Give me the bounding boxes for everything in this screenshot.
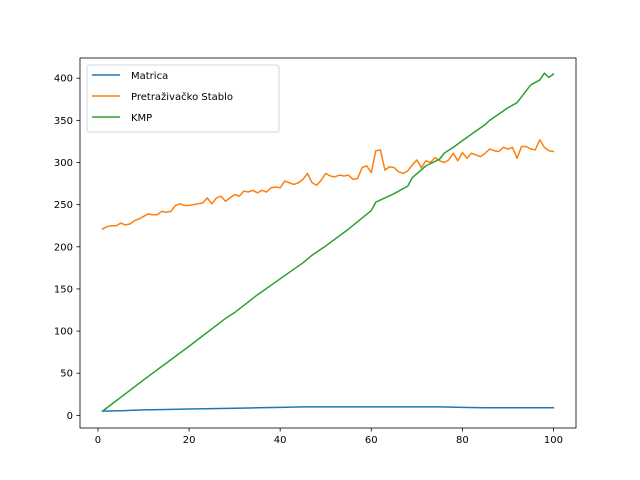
- y-tick-label: 300: [54, 158, 73, 169]
- plot-area-frame: [79, 57, 577, 429]
- y-tick-label: 150: [54, 284, 73, 295]
- x-tick-label: 40: [274, 435, 287, 446]
- y-tick-label: 350: [54, 116, 73, 127]
- legend: Matrica Pretraživačko Stablo KMP: [86, 64, 280, 133]
- legend-box: [86, 64, 280, 133]
- legend-label-0: Matrica: [131, 71, 168, 82]
- x-tick-label: 60: [365, 435, 378, 446]
- y-tick-label: 50: [60, 369, 73, 380]
- y-tick-label: 400: [54, 74, 73, 85]
- x-tick-label: 100: [544, 435, 563, 446]
- y-tick-label: 200: [54, 242, 73, 253]
- x-tick-label: 0: [95, 435, 101, 446]
- legend-label-2: KMP: [131, 113, 152, 124]
- series-line-2: [101, 72, 555, 413]
- x-tick-label: 80: [456, 435, 469, 446]
- series-line-0: [101, 406, 555, 412]
- legend-label-1: Pretraživačko Stablo: [131, 91, 233, 103]
- y-tick-label: 0: [67, 411, 73, 422]
- series-layer: [101, 72, 555, 413]
- x-tick-label: 20: [183, 435, 196, 446]
- series-line-1: [101, 139, 555, 231]
- y-tick-label: 250: [54, 200, 73, 211]
- y-tick-label: 100: [54, 327, 73, 338]
- y-axis: 0 50 100 150 200 250 300 350 400: [54, 74, 80, 422]
- x-axis: 0 20 40 60 80 100: [95, 428, 563, 446]
